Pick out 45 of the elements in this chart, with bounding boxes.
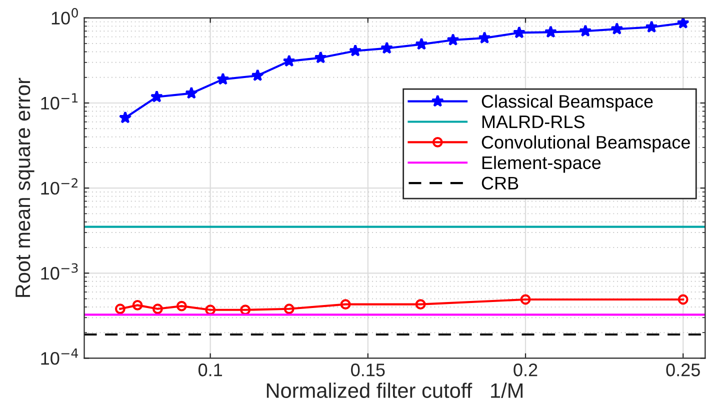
point (415, 299, 426, 310)
point (380, 42, 394, 54)
y-tick-label: 10$^{−4}$ (41, 348, 78, 365)
legend-label: Classical Beamspace (482, 94, 653, 112)
y-tick-label: 10$^{−2}$ (41, 178, 78, 195)
legend-label: Element-space (482, 156, 601, 173)
x-tick-label: 0.2 (514, 364, 538, 376)
point (520, 294, 531, 305)
point (114, 304, 126, 314)
point (152, 304, 163, 314)
point (185, 86, 198, 99)
point (415, 38, 428, 50)
point (205, 304, 216, 316)
point (284, 304, 294, 314)
point (676, 18, 690, 29)
x-axis-title: Normalized filter cutoff 1/M (266, 382, 522, 398)
point (348, 44, 362, 56)
y-tick-label: 10$^{−3}$ (41, 263, 78, 280)
point (645, 20, 658, 33)
point (340, 299, 351, 310)
point (314, 51, 327, 64)
legend-label: MALRD-RLS (482, 115, 584, 128)
point (678, 294, 688, 305)
point (118, 111, 132, 124)
y-axis-title: Root mean square error (16, 78, 34, 297)
x-tick-label: 0.1 (198, 364, 222, 376)
point (579, 24, 592, 37)
point (478, 31, 491, 44)
point (512, 26, 526, 38)
point (610, 22, 624, 35)
legend-label: CRB (482, 176, 518, 190)
point (446, 33, 460, 46)
point (282, 54, 296, 67)
point (251, 68, 264, 82)
y-tick-label: 10$^{0}$ (52, 8, 78, 25)
point (544, 26, 558, 38)
point (216, 72, 230, 85)
x-tick-label: 0.15 (351, 364, 385, 376)
point (150, 90, 164, 102)
point (132, 300, 143, 310)
point (240, 304, 251, 316)
y-tick-label: 10$^{−1}$ (41, 93, 78, 110)
x-tick-label: 0.25 (666, 364, 700, 376)
legend-label: Convolutional Beamspace (482, 135, 690, 152)
point (176, 300, 187, 312)
